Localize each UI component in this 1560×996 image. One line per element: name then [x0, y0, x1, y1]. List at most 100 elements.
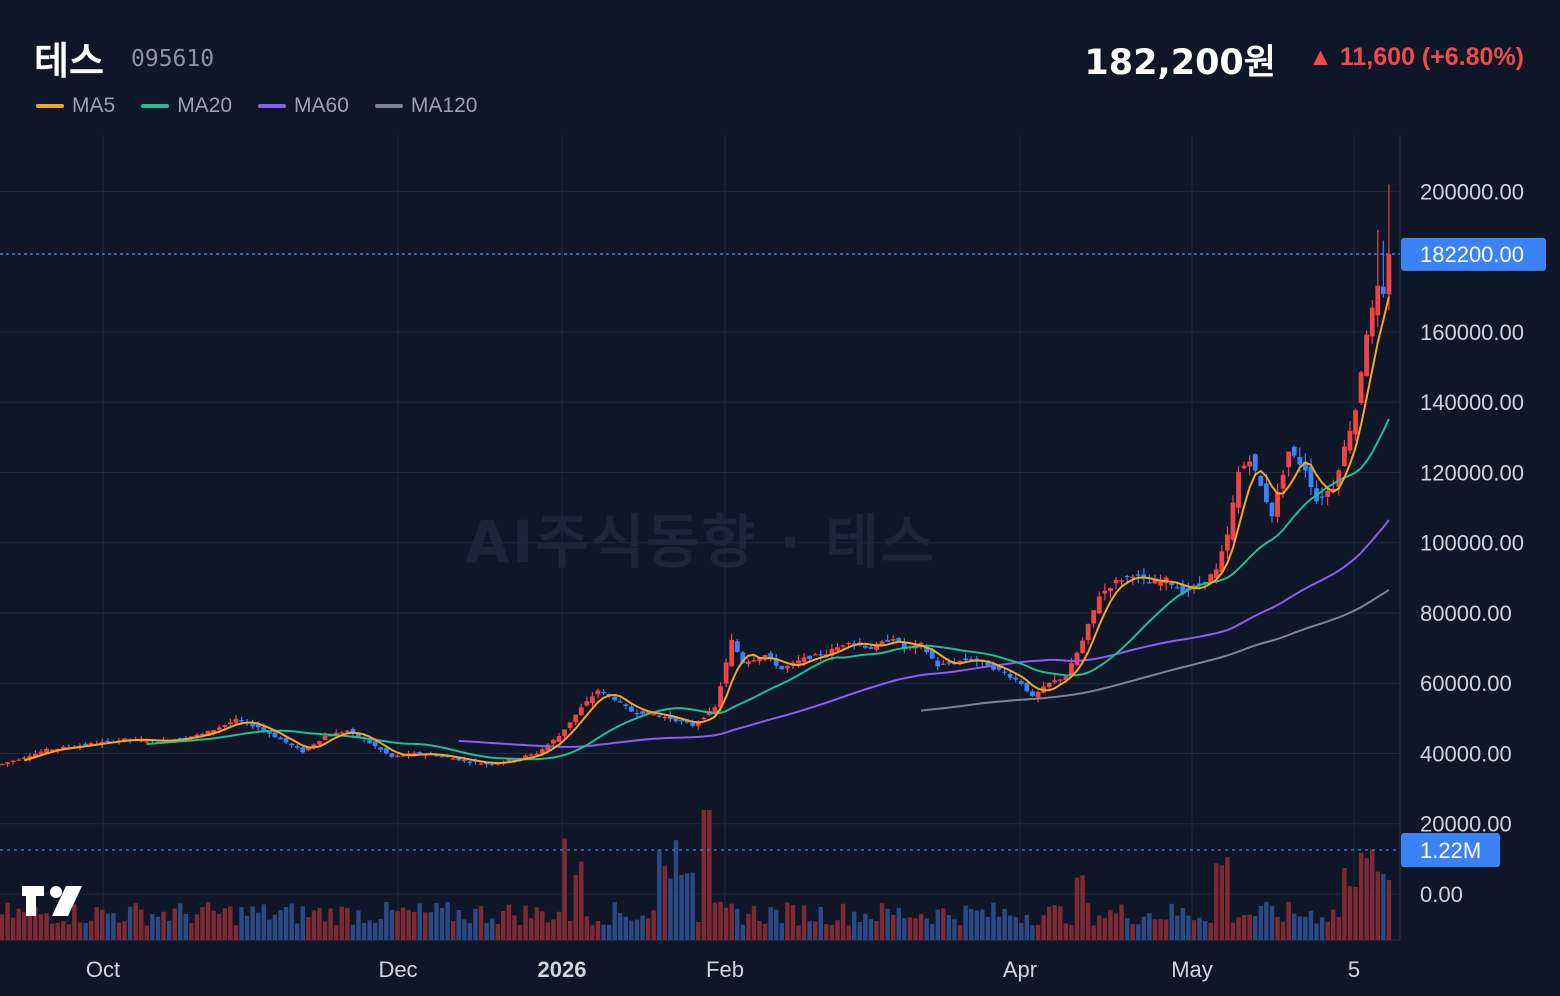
candle-body	[1241, 465, 1247, 469]
y-tick-label: 80000.00	[1420, 601, 1512, 626]
candle-body	[294, 746, 300, 748]
candle-body	[233, 718, 239, 723]
candle-body	[305, 747, 311, 751]
volume-bar	[1314, 923, 1319, 940]
volume-bar	[718, 901, 723, 940]
candle-body	[1052, 680, 1058, 683]
volume-bar	[1353, 886, 1358, 940]
volume-bar	[1141, 916, 1147, 940]
candle-body	[194, 734, 200, 737]
candle-body	[411, 752, 417, 755]
last-price-tag	[1401, 237, 1546, 271]
candle-body	[963, 658, 969, 661]
volume-bar	[684, 873, 690, 940]
candle-body	[918, 642, 924, 645]
volume-bar	[891, 914, 896, 940]
volume-bar	[929, 924, 935, 940]
volume-bar	[974, 910, 979, 940]
candle-body	[567, 722, 573, 728]
volume-bar	[1303, 916, 1308, 940]
candle-body	[612, 696, 618, 701]
candle-body	[395, 755, 400, 757]
volume-bar	[334, 925, 339, 940]
candle-body	[222, 724, 228, 728]
volume-bar	[1202, 921, 1208, 940]
candle-body	[879, 641, 885, 645]
volume-bar	[1230, 922, 1236, 940]
volume-bar	[267, 919, 272, 940]
candle-body	[684, 719, 690, 723]
candle-body	[400, 755, 406, 757]
volume-bar	[1180, 908, 1186, 940]
volume-bar	[1019, 922, 1024, 940]
candle-body	[350, 729, 356, 733]
candle-body	[651, 714, 657, 716]
candle-body	[718, 686, 723, 708]
volume-bar	[66, 924, 72, 940]
volume-bar	[27, 908, 33, 940]
ma5-swatch	[36, 104, 64, 108]
volume-bar	[785, 902, 790, 940]
volume-bar	[545, 922, 551, 940]
volume-bar	[205, 902, 211, 940]
volume-bar	[1308, 910, 1314, 940]
volume-bar	[673, 840, 679, 940]
legend-ma20[interactable]: MA20	[141, 94, 232, 118]
volume-bar	[473, 908, 478, 940]
volume-bar	[428, 912, 434, 940]
volume-bar	[1208, 922, 1213, 940]
candle-body	[205, 730, 211, 736]
volume-bar	[295, 923, 300, 940]
volume-bar	[863, 913, 868, 940]
volume-bar	[657, 850, 662, 940]
last-price-tag-label: 182200.00	[1420, 242, 1524, 267]
candle-body	[378, 747, 384, 750]
legend-ma5[interactable]: MA5	[36, 94, 115, 118]
volume-bar	[913, 918, 918, 940]
volume-bar	[88, 920, 94, 940]
candle-body	[1213, 569, 1219, 579]
candle-body	[578, 707, 584, 716]
ma-legend: MA5 MA20 MA60 MA120	[36, 94, 477, 118]
legend-ma120-label: MA120	[410, 94, 478, 117]
candle-body	[784, 666, 790, 669]
last-volume-tag-label: 1.22M	[1420, 838, 1481, 863]
volume-bar	[1163, 919, 1169, 940]
candle-body	[272, 732, 278, 738]
legend-ma60-label: MA60	[294, 94, 349, 117]
candle-body	[16, 759, 22, 761]
volume-bar	[83, 922, 88, 940]
ma60-swatch	[258, 104, 287, 108]
candle-body	[896, 637, 902, 642]
volume-bar	[5, 902, 10, 940]
volume-bar	[868, 919, 874, 940]
candle-body	[1358, 372, 1364, 404]
legend-ma120[interactable]: MA120	[374, 94, 478, 118]
candle-body	[1152, 579, 1158, 584]
last-volume-tag	[1401, 833, 1500, 867]
candle-body	[768, 653, 774, 659]
candle-body	[740, 652, 746, 664]
candle-body	[1124, 575, 1130, 578]
candle-body	[723, 662, 729, 684]
candle-body	[862, 645, 868, 648]
candle-body	[773, 659, 779, 666]
candle-body	[1269, 502, 1275, 517]
volume-bar	[679, 874, 684, 940]
candle-body	[1341, 446, 1347, 467]
candle-body	[968, 659, 974, 661]
volume-bar	[1325, 921, 1330, 940]
legend-ma60[interactable]: MA60	[258, 94, 349, 118]
candle-body	[940, 663, 946, 665]
volume-bar	[467, 922, 473, 940]
ma5-line	[23, 296, 1390, 764]
candle-body	[372, 741, 378, 747]
candle-body	[1275, 491, 1280, 517]
volume-bar	[233, 925, 239, 940]
volume-bar	[1342, 867, 1347, 940]
candle-body	[935, 660, 941, 667]
candle-body	[1364, 334, 1370, 376]
candle-body	[27, 756, 33, 759]
candle-body	[640, 711, 645, 714]
